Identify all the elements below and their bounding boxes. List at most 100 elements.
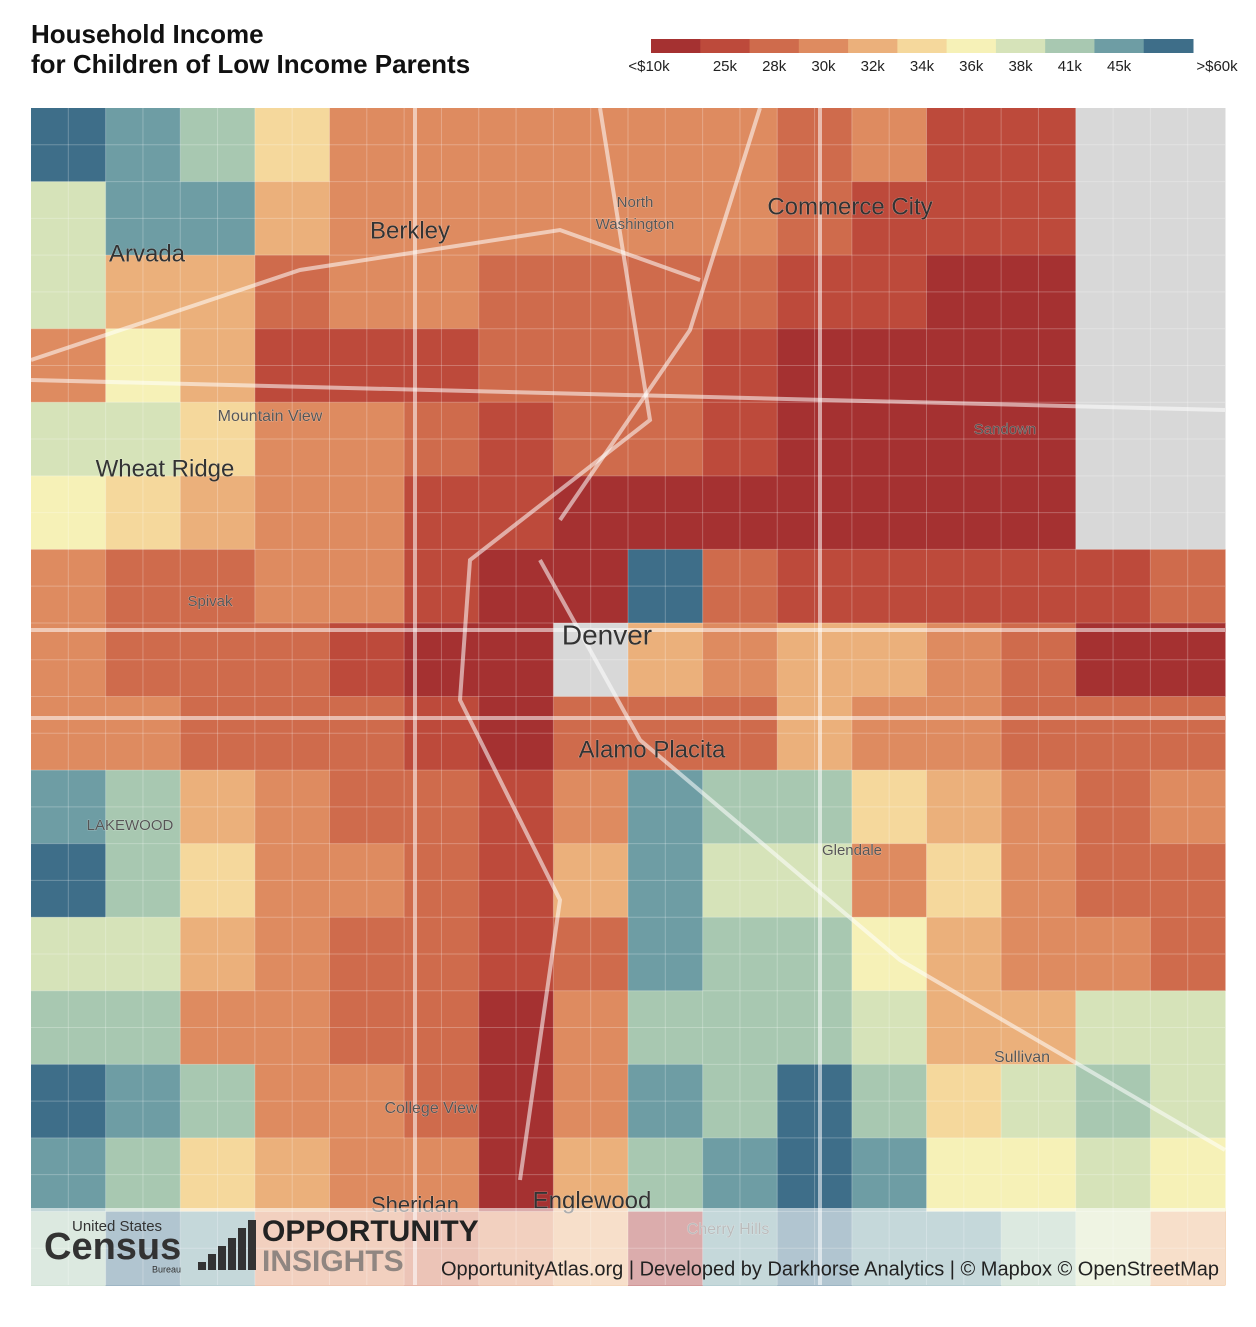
tract bbox=[329, 1137, 405, 1212]
tract bbox=[254, 1137, 330, 1212]
tract bbox=[628, 1137, 704, 1212]
tract bbox=[926, 1137, 1002, 1212]
tract bbox=[31, 549, 107, 624]
tract bbox=[31, 622, 107, 697]
tract bbox=[1075, 770, 1151, 845]
tract bbox=[1075, 990, 1151, 1065]
legend-label: 38k bbox=[1008, 58, 1033, 75]
census-bureau: Bureau bbox=[152, 1264, 181, 1274]
tract bbox=[180, 255, 256, 330]
legend-swatch bbox=[995, 39, 1046, 53]
tract bbox=[628, 843, 704, 918]
tract bbox=[702, 549, 778, 624]
tract bbox=[553, 622, 629, 697]
tract bbox=[254, 549, 330, 624]
tract bbox=[702, 255, 778, 330]
tract bbox=[105, 990, 181, 1065]
tract bbox=[329, 549, 405, 624]
tract bbox=[851, 770, 927, 845]
tract bbox=[553, 696, 629, 771]
tract bbox=[180, 549, 256, 624]
tract bbox=[777, 990, 853, 1065]
tract bbox=[254, 622, 330, 697]
tract bbox=[1001, 549, 1077, 624]
tract bbox=[105, 1137, 181, 1212]
tract bbox=[1075, 402, 1151, 477]
tract bbox=[1150, 255, 1226, 330]
tract bbox=[31, 181, 107, 256]
tract bbox=[777, 843, 853, 918]
roads bbox=[30, 107, 1227, 1285]
tract bbox=[478, 1137, 554, 1212]
tract bbox=[851, 181, 927, 256]
tract bbox=[1001, 402, 1077, 477]
tract bbox=[628, 696, 704, 771]
legend-label: 28k bbox=[762, 58, 787, 75]
tract bbox=[329, 990, 405, 1065]
tract bbox=[31, 475, 107, 550]
legend-swatch bbox=[651, 39, 701, 53]
tract bbox=[926, 622, 1002, 697]
tract bbox=[926, 328, 1002, 403]
tract bbox=[1001, 696, 1077, 771]
tract bbox=[1075, 475, 1151, 550]
tract bbox=[180, 402, 256, 477]
tract bbox=[926, 917, 1002, 992]
tract bbox=[478, 770, 554, 845]
tract bbox=[180, 990, 256, 1065]
place-label: LAKEWOOD bbox=[87, 817, 174, 834]
tract bbox=[702, 990, 778, 1065]
tract bbox=[105, 1064, 181, 1139]
tract bbox=[851, 255, 927, 330]
tract bbox=[478, 843, 554, 918]
tract bbox=[478, 917, 554, 992]
tract bbox=[777, 255, 853, 330]
place-label: Arvada bbox=[109, 240, 186, 267]
tract bbox=[478, 255, 554, 330]
tract bbox=[180, 475, 256, 550]
tract bbox=[31, 990, 107, 1065]
attribution: OpportunityAtlas.org | Developed by Dark… bbox=[441, 1258, 1219, 1280]
legend-label: 45k bbox=[1107, 58, 1132, 75]
tract bbox=[926, 181, 1002, 256]
legend-swatch bbox=[700, 39, 751, 53]
tract bbox=[31, 770, 107, 845]
tract bbox=[553, 1064, 629, 1139]
legend-swatch bbox=[749, 39, 800, 53]
tract bbox=[628, 475, 704, 550]
tract bbox=[553, 1137, 629, 1212]
tract bbox=[478, 181, 554, 256]
legend-label: 30k bbox=[811, 58, 836, 75]
tract bbox=[329, 1064, 405, 1139]
tract bbox=[1150, 843, 1226, 918]
road bbox=[538, 559, 1227, 1152]
tract bbox=[553, 255, 629, 330]
tract bbox=[851, 549, 927, 624]
tract bbox=[1150, 917, 1226, 992]
tract bbox=[1075, 108, 1151, 183]
tract bbox=[1001, 1064, 1077, 1139]
tract bbox=[105, 549, 181, 624]
tract bbox=[553, 108, 629, 183]
tract bbox=[180, 622, 256, 697]
tract bbox=[478, 402, 554, 477]
tract bbox=[1075, 696, 1151, 771]
tract bbox=[105, 255, 181, 330]
road bbox=[558, 107, 762, 522]
tract bbox=[628, 181, 704, 256]
tract bbox=[702, 917, 778, 992]
road bbox=[457, 107, 653, 1181]
legend-swatch bbox=[798, 39, 849, 53]
tract bbox=[31, 1064, 107, 1139]
tract bbox=[31, 1137, 107, 1212]
tract bbox=[329, 108, 405, 183]
tract bbox=[628, 1064, 704, 1139]
place-label: Berkley bbox=[370, 217, 450, 244]
tract bbox=[105, 108, 181, 183]
tract bbox=[628, 917, 704, 992]
legend-label: 25k bbox=[713, 58, 738, 75]
tract bbox=[553, 770, 629, 845]
tract bbox=[553, 328, 629, 403]
tract bbox=[777, 622, 853, 697]
